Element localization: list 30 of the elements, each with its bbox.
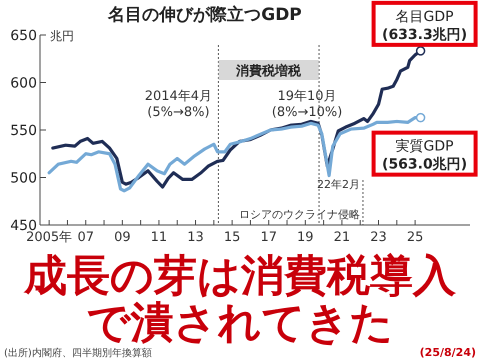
text: 名目GDP	[396, 8, 454, 25]
x-tick-label: 07	[77, 230, 94, 245]
x-tick-label: 23	[370, 230, 387, 245]
x-tick-label: 17	[260, 230, 277, 245]
text: (25/8/24)	[420, 346, 476, 359]
y-tick-label: 650	[10, 28, 37, 44]
text: で潰されてきた	[86, 298, 394, 348]
series-label: 実質GDP	[396, 138, 454, 155]
annotation: ロシアのウクライナ侵略	[238, 208, 360, 221]
title: 名目の伸びが際立つGDP	[108, 5, 302, 25]
x-tick-label: 11	[150, 230, 168, 245]
y-tick-label: 500	[10, 170, 37, 186]
y-tick-label: 550	[10, 123, 37, 139]
x-tick-label: 2005年	[26, 230, 72, 245]
annotation: 消費税増税	[235, 63, 302, 79]
text: 成長の芽は消費税導入	[23, 251, 457, 301]
x-tick-label: 13	[187, 230, 204, 245]
annotation: (633.3兆円)	[382, 26, 468, 43]
x-tick-label: 09	[114, 230, 131, 245]
ref-line-label: 19年10月 (8%→10%)	[272, 89, 342, 120]
x-tick-label: 19	[297, 230, 314, 245]
text: (出所)内閣府、四半期別年換算額	[4, 347, 152, 359]
ref-line-label: 2014年4月 (5%→8%)	[144, 89, 212, 120]
x-tick-label: 25	[406, 230, 424, 245]
x-tick-label: 21	[334, 230, 350, 245]
y-tick-label: 600	[10, 76, 37, 92]
x-tick-label: 15	[224, 230, 240, 245]
annotation: (563.0兆円)	[382, 156, 468, 173]
y-axis-title: 兆円	[50, 29, 74, 43]
ref-line-label: 22年2月	[316, 178, 360, 191]
